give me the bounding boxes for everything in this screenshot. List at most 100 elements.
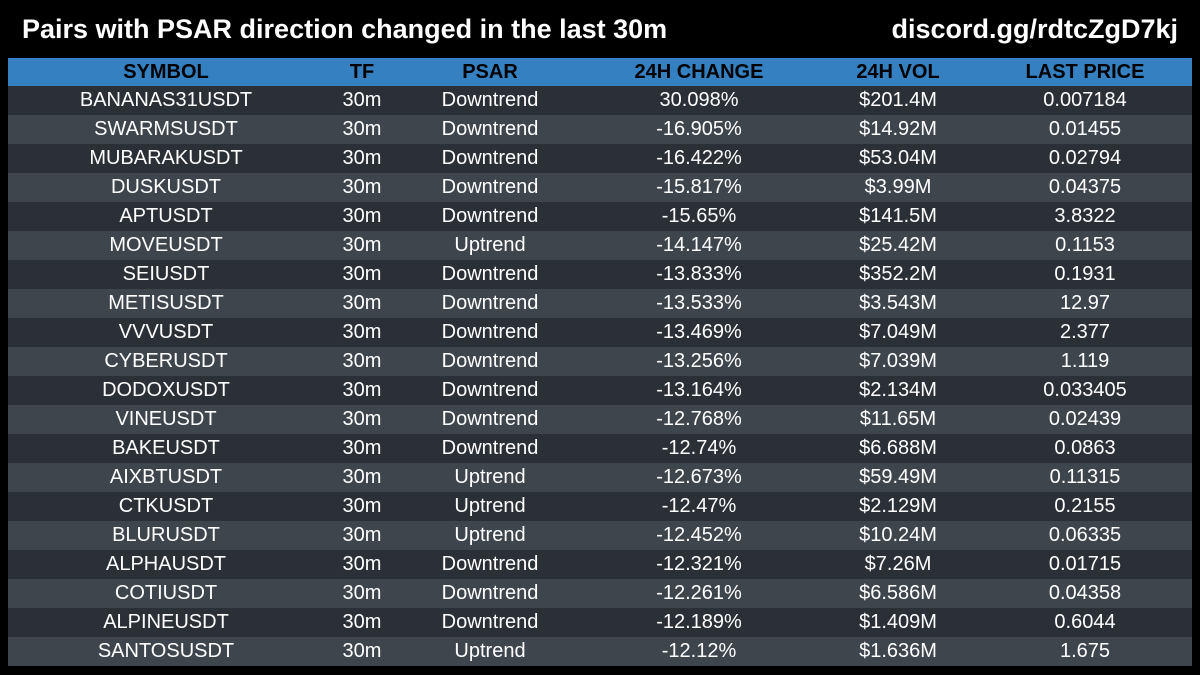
change-cell: -16.905%: [580, 115, 818, 144]
table-row: METISUSDT 30m Downtrend -13.533% $3.543M 12.9…: [8, 289, 1192, 318]
price-cell: 0.04358: [978, 579, 1192, 608]
psar-cell: Downtrend: [400, 173, 580, 202]
symbol-cell: MOVEUSDT: [8, 231, 324, 260]
table-row: SWARMSUSDT 30m Downtrend -16.905% $14.92M 0.0…: [8, 115, 1192, 144]
change-cell: -13.469%: [580, 318, 818, 347]
table-row: SANTOSUSDT 30m Uptrend -12.12% $1.636M 1.675: [8, 637, 1192, 666]
price-cell: 0.1931: [978, 260, 1192, 289]
tf-cell: 30m: [324, 289, 400, 318]
volume-cell: $7.049M: [818, 318, 978, 347]
tf-cell: 30m: [324, 521, 400, 550]
psar-cell: Downtrend: [400, 347, 580, 376]
symbol-cell: CTKUSDT: [8, 492, 324, 521]
page-title: Pairs with PSAR direction changed in the…: [22, 14, 668, 44]
volume-cell: $201.4M: [818, 86, 978, 115]
tf-cell: 30m: [324, 260, 400, 289]
symbol-cell: DODOXUSDT: [8, 376, 324, 405]
price-cell: 0.0863: [978, 434, 1192, 463]
change-cell: 30.098%: [580, 86, 818, 115]
tf-cell: 30m: [324, 231, 400, 260]
psar-cell: Downtrend: [400, 376, 580, 405]
psar-cell: Uptrend: [400, 521, 580, 550]
symbol-cell: VINEUSDT: [8, 405, 324, 434]
tf-cell: 30m: [324, 376, 400, 405]
tf-cell: 30m: [324, 86, 400, 115]
column-header-symbol: SYMBOL: [8, 58, 324, 86]
psar-cell: Downtrend: [400, 550, 580, 579]
tf-cell: 30m: [324, 579, 400, 608]
table-row: BLURUSDT 30m Uptrend -12.452% $10.24M 0.06335: [8, 521, 1192, 550]
table-row: APTUSDT 30m Downtrend -15.65% $141.5M 3.8322: [8, 202, 1192, 231]
volume-cell: $14.92M: [818, 115, 978, 144]
symbol-cell: BAKEUSDT: [8, 434, 324, 463]
change-cell: -13.164%: [580, 376, 818, 405]
tf-cell: 30m: [324, 347, 400, 376]
column-header-psar: PSAR: [400, 58, 580, 86]
volume-cell: $3.543M: [818, 289, 978, 318]
volume-cell: $3.99M: [818, 173, 978, 202]
psar-cell: Downtrend: [400, 115, 580, 144]
table-row: BAKEUSDT 30m Downtrend -12.74% $6.688M 0.0863: [8, 434, 1192, 463]
table-row: CTKUSDT 30m Uptrend -12.47% $2.129M 0.2155: [8, 492, 1192, 521]
price-cell: 0.02439: [978, 405, 1192, 434]
change-cell: -15.65%: [580, 202, 818, 231]
change-cell: -13.256%: [580, 347, 818, 376]
symbol-cell: VVVUSDT: [8, 318, 324, 347]
psar-cell: Downtrend: [400, 289, 580, 318]
symbol-cell: AIXBTUSDT: [8, 463, 324, 492]
price-cell: 0.06335: [978, 521, 1192, 550]
tf-cell: 30m: [324, 405, 400, 434]
table-row: CYBERUSDT 30m Downtrend -13.256% $7.039M 1.11…: [8, 347, 1192, 376]
column-header-24h-vol: 24H VOL: [818, 58, 978, 86]
tf-cell: 30m: [324, 144, 400, 173]
price-cell: 0.11315: [978, 463, 1192, 492]
psar-cell: Downtrend: [400, 260, 580, 289]
volume-cell: $7.26M: [818, 550, 978, 579]
price-cell: 2.377: [978, 318, 1192, 347]
psar-cell: Downtrend: [400, 608, 580, 637]
psar-cell: Downtrend: [400, 318, 580, 347]
table-row: ALPHAUSDT 30m Downtrend -12.321% $7.26M 0.017…: [8, 550, 1192, 579]
symbol-cell: CYBERUSDT: [8, 347, 324, 376]
change-cell: -12.74%: [580, 434, 818, 463]
symbol-cell: DUSKUSDT: [8, 173, 324, 202]
change-cell: -14.147%: [580, 231, 818, 260]
tf-cell: 30m: [324, 637, 400, 666]
change-cell: -15.817%: [580, 173, 818, 202]
table-row: SEIUSDT 30m Downtrend -13.833% $352.2M 0.1931: [8, 260, 1192, 289]
table-row: VVVUSDT 30m Downtrend -13.469% $7.049M 2.377: [8, 318, 1192, 347]
price-cell: 12.97: [978, 289, 1192, 318]
symbol-cell: BLURUSDT: [8, 521, 324, 550]
psar-cell: Uptrend: [400, 492, 580, 521]
volume-cell: $352.2M: [818, 260, 978, 289]
price-cell: 0.1153: [978, 231, 1192, 260]
volume-cell: $59.49M: [818, 463, 978, 492]
symbol-cell: SEIUSDT: [8, 260, 324, 289]
price-cell: 3.8322: [978, 202, 1192, 231]
column-header-24h-change: 24H CHANGE: [580, 58, 818, 86]
volume-cell: $25.42M: [818, 231, 978, 260]
symbol-cell: ALPHAUSDT: [8, 550, 324, 579]
price-cell: 1.675: [978, 637, 1192, 666]
tf-cell: 30m: [324, 434, 400, 463]
psar-cell: Uptrend: [400, 463, 580, 492]
table-row: DUSKUSDT 30m Downtrend -15.817% $3.99M 0.0437…: [8, 173, 1192, 202]
volume-cell: $10.24M: [818, 521, 978, 550]
psar-cell: Uptrend: [400, 231, 580, 260]
change-cell: -12.321%: [580, 550, 818, 579]
price-cell: 0.007184: [978, 86, 1192, 115]
discord-link[interactable]: discord.gg/rdtcZgD7kj: [891, 14, 1178, 44]
price-cell: 0.04375: [978, 173, 1192, 202]
tf-cell: 30m: [324, 202, 400, 231]
volume-cell: $11.65M: [818, 405, 978, 434]
price-cell: 0.6044: [978, 608, 1192, 637]
change-cell: -12.12%: [580, 637, 818, 666]
tf-cell: 30m: [324, 115, 400, 144]
tf-cell: 30m: [324, 318, 400, 347]
volume-cell: $1.409M: [818, 608, 978, 637]
change-cell: -13.533%: [580, 289, 818, 318]
symbol-cell: MUBARAKUSDT: [8, 144, 324, 173]
psar-cell: Downtrend: [400, 86, 580, 115]
volume-cell: $7.039M: [818, 347, 978, 376]
price-cell: 0.02794: [978, 144, 1192, 173]
